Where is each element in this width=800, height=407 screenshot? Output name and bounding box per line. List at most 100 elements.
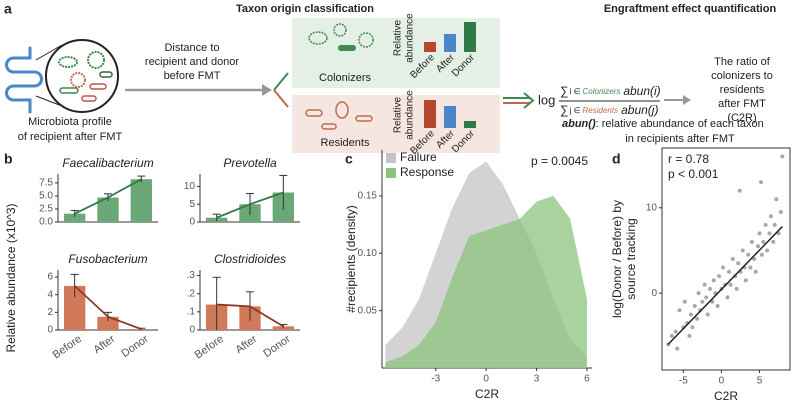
y-tick-label: .3	[187, 270, 196, 281]
ratio-label: after FMT	[718, 98, 766, 110]
y-tick-label: 7.5	[39, 178, 53, 189]
x-tick-label: Donor	[261, 333, 293, 360]
bacterium	[355, 115, 373, 122]
point	[740, 248, 745, 253]
bacterium	[87, 51, 105, 69]
point	[673, 329, 678, 334]
arrow-label: Distance to	[164, 42, 219, 54]
bacterium	[59, 87, 79, 94]
bacterium	[58, 56, 78, 68]
y-tick-label: 4	[47, 289, 53, 300]
y-tick-label: 0.10	[358, 248, 378, 259]
point	[737, 188, 742, 193]
zoom-line	[35, 44, 63, 61]
x-tick-label: After	[233, 333, 259, 356]
point	[734, 286, 739, 291]
point	[695, 316, 700, 321]
y-axis-label: source tracking	[624, 218, 638, 299]
icon-bar	[464, 22, 476, 52]
point	[690, 325, 695, 330]
y-tick-label: 10	[646, 202, 658, 213]
chart-title: Prevotella	[223, 156, 277, 170]
formula-part: ∑	[560, 84, 569, 98]
point	[715, 303, 720, 308]
point	[765, 248, 770, 253]
panel-label: b	[4, 151, 13, 167]
x-tick-label: -3	[431, 374, 440, 385]
x-axis-label: C2R	[714, 389, 738, 403]
y-tick-label: 0	[189, 325, 195, 336]
y-tick-label: 0	[47, 325, 53, 336]
x-tick-label: Before	[51, 333, 84, 361]
y-tick-label: 10	[184, 181, 196, 192]
point	[669, 333, 674, 338]
arrow-label: recipient and donor	[145, 56, 240, 68]
y-tick-label: .2	[187, 288, 196, 299]
point	[746, 252, 751, 257]
abun-name: abun()	[562, 118, 596, 130]
bar	[64, 285, 86, 330]
bacterium	[335, 101, 349, 119]
x-tick-label: 5	[757, 376, 763, 387]
y-axis-label: #recipients (density)	[344, 205, 358, 312]
arrow	[273, 72, 289, 91]
bar	[97, 316, 119, 330]
point	[759, 180, 764, 185]
formula-part: j ∈	[569, 106, 581, 115]
point	[677, 308, 682, 313]
annotation: p < 0.001	[668, 167, 719, 181]
y-tick-label: 0.15	[358, 191, 378, 202]
abun-note: in recipients after FMT	[625, 133, 735, 145]
colonizer-icons	[308, 23, 374, 51]
point	[730, 257, 735, 261]
chart-title: Clostridioides	[214, 252, 286, 266]
point	[704, 295, 709, 300]
point	[700, 299, 705, 304]
ratio-label: The ratio of	[714, 56, 771, 68]
icon-bar	[464, 121, 476, 128]
zoom-line	[35, 95, 63, 107]
point	[778, 210, 783, 215]
point	[717, 274, 722, 279]
point	[711, 278, 716, 283]
y-tick-label: 0.05	[358, 305, 378, 316]
x-tick-label: After	[91, 333, 117, 356]
y-tick-label: 0	[651, 288, 657, 299]
point	[687, 333, 692, 338]
icon-bar	[424, 100, 436, 128]
icon-bar	[444, 106, 456, 128]
bacterium	[305, 109, 323, 117]
chart-title: Fusobacterium	[68, 252, 147, 266]
bacterium	[338, 45, 356, 51]
bar	[130, 179, 152, 222]
trend-line	[74, 178, 142, 215]
panel-label: a	[4, 1, 12, 17]
abun-note: abun(): relative abundance of each taxon	[562, 118, 764, 130]
y-tick-label: 0	[189, 217, 195, 228]
point	[749, 239, 754, 244]
x-tick-label: 6	[584, 374, 590, 385]
point	[728, 282, 733, 287]
group-label: Residents	[321, 137, 370, 149]
formula-part: Residents	[583, 106, 619, 115]
arrow-label: before FMT	[164, 70, 221, 82]
point	[756, 244, 760, 249]
x-tick-label: 3	[534, 374, 540, 385]
point	[780, 154, 785, 159]
ratio-label: (C2R)	[727, 112, 756, 124]
point	[763, 222, 768, 227]
panel-label: d	[612, 151, 621, 167]
formula-part: abun(i)	[623, 84, 660, 98]
point	[772, 222, 777, 227]
bar	[64, 213, 86, 222]
y-tick-label: 0.0	[39, 217, 53, 228]
mini-axis-label: Relative	[393, 97, 404, 134]
y-axis-label: Relative abundance (x10^3)	[4, 203, 18, 352]
bacteria	[58, 51, 113, 102]
bacterium	[333, 23, 347, 37]
annotation: r = 0.78	[668, 152, 709, 166]
arrow-head	[262, 84, 272, 96]
arrow-head	[523, 92, 535, 109]
bacterium	[321, 123, 337, 130]
